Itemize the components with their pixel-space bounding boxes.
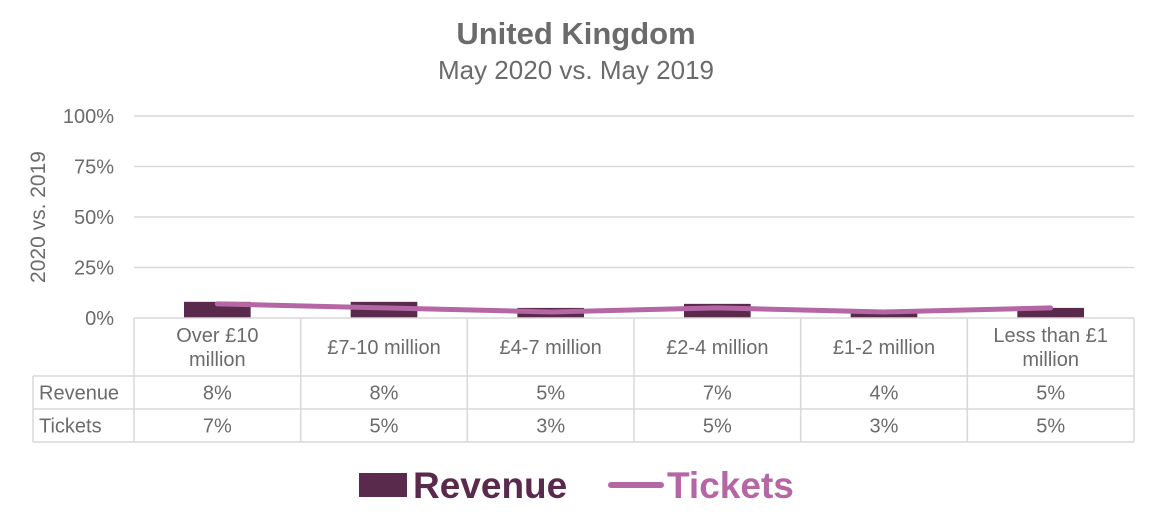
tickets-point	[1050, 307, 1052, 309]
revenue-bar	[1017, 307, 1084, 318]
table-cell-value: 4%	[870, 383, 899, 405]
table-cell-value: 7%	[703, 383, 732, 405]
table-cell-value: 3%	[870, 416, 899, 438]
y-tick-label: 50%	[74, 207, 114, 229]
table-cell-value: 7%	[203, 416, 232, 438]
table-cell-value: 8%	[370, 383, 399, 405]
table-cell-value: 5%	[370, 416, 399, 438]
category-label: Less than £1	[993, 325, 1108, 347]
y-tick-label: 25%	[74, 258, 114, 280]
table-cell-value: 5%	[703, 416, 732, 438]
tickets-point	[383, 307, 385, 309]
table-cell-value: 8%	[203, 383, 232, 405]
category-label: £2-4 million	[666, 337, 768, 359]
y-tick-label: 75%	[74, 157, 114, 179]
y-tick-label: 0%	[85, 308, 114, 330]
y-axis-label: 2020 vs. 2019	[27, 151, 50, 283]
tickets-point	[550, 311, 552, 313]
table-row-label: Tickets	[39, 416, 102, 438]
category-label: million	[1022, 349, 1079, 371]
category-label: £4-7 million	[500, 337, 602, 359]
tickets-point	[716, 307, 718, 309]
tickets-line-path	[214, 301, 1054, 315]
tickets-line	[214, 301, 1054, 315]
tickets-point	[883, 311, 885, 313]
legend: Revenue Tickets	[359, 465, 794, 506]
category-label: Over £10	[176, 325, 258, 347]
chart-subtitle: May 2020 vs. May 2019	[438, 55, 714, 85]
chart-title: United Kingdom	[456, 16, 695, 51]
legend-swatch-revenue	[359, 473, 407, 497]
gridlines	[134, 115, 1134, 269]
table-cell-value: 5%	[536, 383, 565, 405]
category-label: million	[189, 349, 246, 371]
table-row-label: Revenue	[39, 383, 119, 405]
table-cell-value: 3%	[536, 416, 565, 438]
legend-label-tickets: Tickets	[667, 465, 794, 506]
y-tick-labels: 0% 25% 50% 75% 100%	[63, 106, 114, 330]
category-label: £7-10 million	[327, 337, 440, 359]
legend-label-revenue: Revenue	[413, 465, 567, 506]
table-cell-value: 5%	[1036, 416, 1065, 438]
y-tick-label: 100%	[63, 106, 114, 128]
tickets-point	[216, 303, 218, 305]
category-label: £1-2 million	[833, 337, 935, 359]
table-cell-value: 5%	[1036, 383, 1065, 405]
